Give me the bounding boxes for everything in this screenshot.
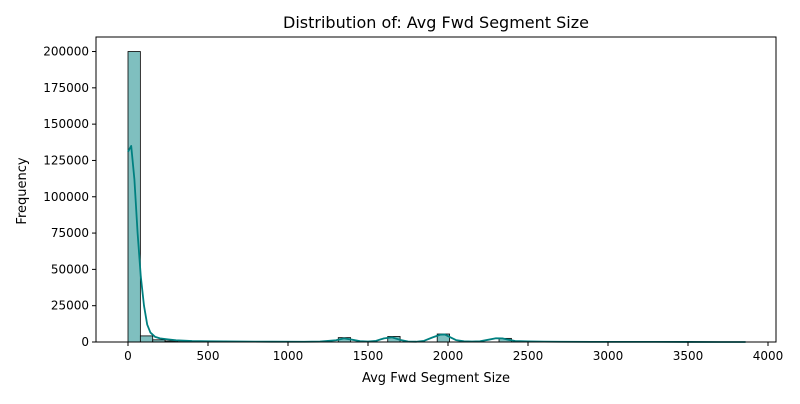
y-tick-label-4: 100000 <box>43 190 89 204</box>
x-tick-label-8: 4000 <box>753 349 784 363</box>
x-tick-label-6: 3000 <box>593 349 624 363</box>
x-tick-label-4: 2000 <box>433 349 464 363</box>
y-tick-label-3: 75000 <box>51 226 89 240</box>
y-axis-label: Frequency <box>15 157 30 224</box>
y-tick-label-8: 200000 <box>43 45 89 59</box>
y-tick-label-5: 125000 <box>43 153 89 167</box>
x-axis-label: Avg Fwd Segment Size <box>362 371 510 386</box>
y-tick-label-1: 25000 <box>51 299 89 313</box>
kde-line <box>128 146 746 342</box>
bars-layer <box>128 52 511 342</box>
histogram-bar-0 <box>128 52 140 342</box>
y-tick-label-2: 50000 <box>51 262 89 276</box>
x-tick-label-1: 500 <box>197 349 220 363</box>
chart-title: Distribution of: Avg Fwd Segment Size <box>283 13 589 32</box>
x-tick-label-7: 3500 <box>673 349 704 363</box>
histogram-bar-1 <box>140 336 152 342</box>
kde-layer <box>128 146 746 342</box>
y-tick-label-6: 150000 <box>43 117 89 131</box>
x-tick-label-2: 1000 <box>273 349 304 363</box>
axes-layer: 0 500 1000 1500 2000 2500 3000 3500 4000 0 25000 50… <box>43 37 783 363</box>
x-tick-label-5: 2500 <box>513 349 544 363</box>
plot-frame <box>96 37 776 342</box>
y-tick-label-7: 175000 <box>43 81 89 95</box>
x-tick-label-3: 1500 <box>353 349 384 363</box>
y-tick-label-0: 0 <box>81 335 89 349</box>
x-tick-label-0: 0 <box>124 349 132 363</box>
